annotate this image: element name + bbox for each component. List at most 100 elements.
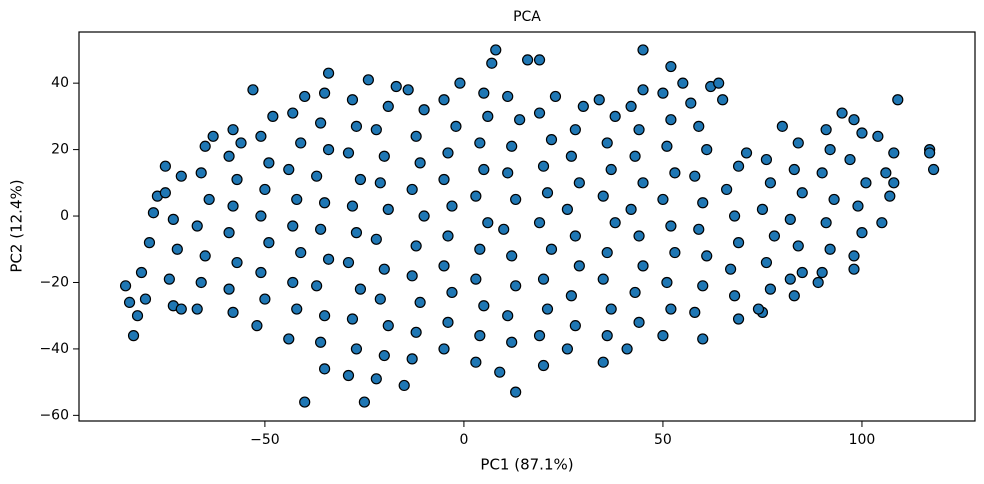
scatter-point (820, 124, 832, 136)
scatter-point (263, 237, 275, 249)
scatter-point (299, 90, 311, 103)
scatter-point (127, 330, 140, 342)
scatter-point (287, 107, 299, 119)
scatter-point (322, 143, 335, 156)
scatter-point (597, 190, 609, 202)
scatter-point (824, 143, 836, 156)
scatter-point (721, 183, 733, 196)
scatter-point (888, 177, 900, 189)
scatter-point (852, 200, 864, 212)
scatter-point (848, 263, 860, 275)
scatter-point (486, 57, 498, 69)
scatter-point (474, 137, 486, 149)
x-tick-label: 50 (654, 432, 672, 448)
chart-title: PCA (513, 9, 541, 25)
scatter-point (159, 160, 171, 172)
scatter-point (625, 100, 637, 113)
scatter-point (454, 77, 466, 89)
scatter-point (350, 343, 363, 355)
scatter-point (191, 303, 203, 315)
scatter-point (255, 266, 267, 279)
scatter-point (450, 120, 462, 132)
scatter-point (717, 94, 729, 106)
scatter-point (498, 223, 510, 235)
scatter-point (502, 310, 514, 322)
scatter-point (713, 77, 725, 89)
scatter-point (203, 193, 215, 206)
scatter-point (725, 263, 737, 275)
scatter-point (378, 349, 390, 362)
scatter-point (732, 313, 745, 325)
scatter-point (537, 273, 550, 285)
scatter-point (697, 280, 709, 292)
scatter-point (382, 100, 394, 113)
scatter-point (470, 190, 482, 202)
scatter-point (521, 54, 534, 66)
scatter-point (657, 193, 669, 206)
scatter-point (633, 124, 645, 136)
scatter-point (848, 114, 860, 126)
scatter-point (510, 280, 522, 292)
scatter-point (510, 386, 522, 398)
scatter-point (382, 320, 394, 332)
scatter-point (685, 97, 697, 109)
scatter-point (884, 190, 896, 202)
scatter-point (223, 283, 235, 295)
scatter-point (291, 193, 303, 206)
scatter-point (410, 130, 422, 142)
scatter-point (760, 153, 773, 166)
scatter-point (398, 379, 410, 392)
scatter-point (561, 343, 574, 355)
scatter-point (820, 217, 832, 229)
scatter-point (251, 320, 263, 332)
scatter-point (740, 147, 753, 159)
scatter-point (601, 330, 613, 342)
scatter-point (605, 163, 617, 176)
scatter-point (346, 313, 359, 325)
scatter-point (569, 230, 581, 242)
scatter-point (287, 220, 299, 232)
scatter-point (784, 213, 796, 225)
scatter-point (350, 227, 363, 239)
scatter-point (565, 150, 577, 162)
scatter-point (669, 167, 681, 179)
scatter-point (195, 167, 207, 179)
axes-frame (78, 31, 976, 422)
scatter-point (661, 276, 673, 289)
scatter-point (354, 283, 367, 295)
scatter-point (514, 114, 526, 126)
scatter-point (537, 160, 550, 172)
scatter-point (756, 203, 769, 215)
scatter-point (223, 150, 235, 162)
scatter-point (438, 173, 450, 186)
scatter-point (621, 343, 633, 355)
scatter-point (406, 270, 418, 282)
scatter-point (175, 170, 187, 182)
scatter-point (418, 104, 430, 116)
scatter-point (291, 303, 303, 315)
scatter-point (541, 187, 554, 199)
scatter-point (315, 117, 327, 129)
scatter-point (255, 210, 267, 222)
scatter-point (502, 167, 514, 179)
scatter-point (601, 246, 613, 259)
scatter-point (318, 310, 331, 322)
scatter-point (892, 94, 904, 106)
scatter-point (689, 306, 701, 318)
scatter-point (545, 243, 558, 255)
scatter-point (506, 250, 518, 262)
scatter-point (701, 143, 713, 156)
scatter-point (135, 266, 148, 279)
scatter-point (657, 87, 669, 99)
scatter-point (299, 396, 311, 408)
scatter-point (593, 94, 605, 106)
scatter-point (860, 177, 872, 189)
scatter-point (199, 140, 211, 152)
scatter-point (924, 147, 936, 159)
scatter-point (541, 303, 554, 315)
scatter-point (784, 273, 796, 285)
x-tick-label: 100 (849, 432, 876, 448)
scatter-point (414, 296, 426, 309)
scatter-point (470, 356, 482, 368)
